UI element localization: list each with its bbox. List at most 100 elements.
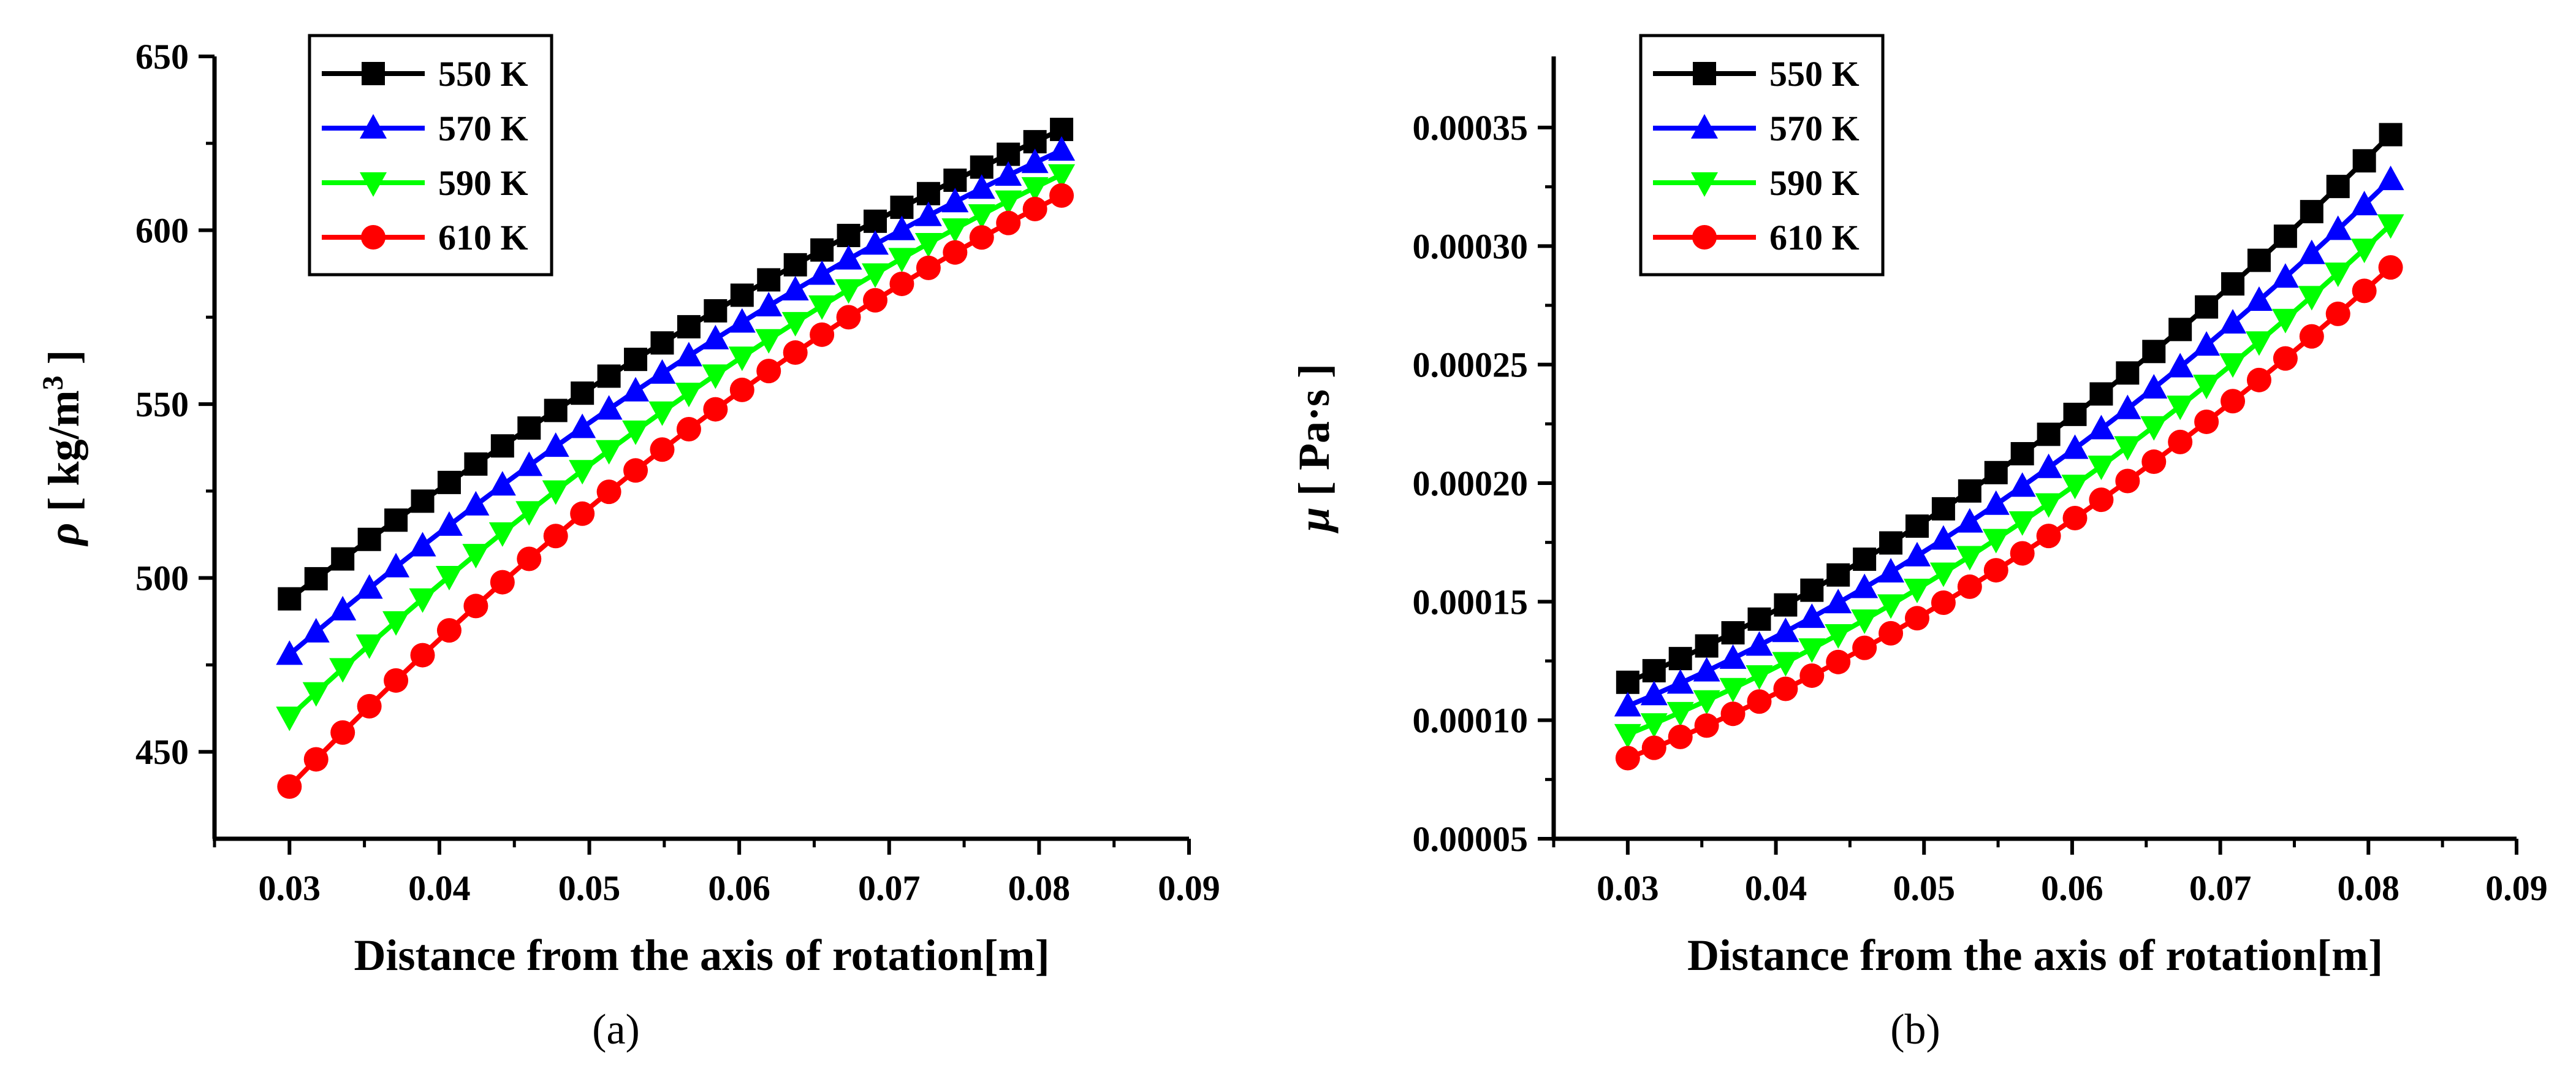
data-point (837, 224, 861, 248)
data-point (302, 617, 330, 643)
data-point (2245, 331, 2273, 356)
data-point (1693, 657, 1720, 682)
chart-panel-a: 0.03 0.04 0.05 0.06 0.07 0.08 0.09 450 500 550 600… (37, 34, 1220, 1053)
data-point (436, 618, 462, 643)
data-point (355, 574, 383, 599)
data-point (1825, 589, 1852, 614)
x-tick-label: 0.04 (408, 868, 471, 908)
data-point (410, 643, 435, 668)
data-point (2221, 272, 2245, 296)
data-point (2168, 429, 2193, 454)
data-point (2298, 286, 2325, 311)
data-point (1877, 558, 1905, 583)
data-point (2219, 353, 2247, 378)
data-point (730, 283, 754, 307)
data-point (1904, 606, 1929, 631)
data-point (331, 547, 355, 571)
data-point (2195, 295, 2219, 319)
data-point (1721, 621, 1745, 645)
data-point (914, 201, 942, 226)
data-point (1746, 665, 1773, 690)
data-point (2247, 248, 2271, 272)
data-point (2167, 353, 2194, 378)
data-point (569, 413, 596, 438)
data-point (1983, 558, 2008, 583)
y-tick-label: 0.00020 (1413, 464, 1529, 503)
x-tick-label: 0.06 (708, 868, 770, 908)
x-tick-label: 0.06 (2041, 868, 2103, 908)
legend-label: 590 K (438, 163, 528, 203)
data-point (968, 174, 995, 199)
data-point (1929, 525, 1957, 550)
data-point (517, 546, 542, 571)
data-point (1851, 609, 1879, 635)
data-point (1640, 713, 1668, 738)
data-point (781, 275, 809, 300)
data-point (1826, 649, 1851, 674)
data-point (1772, 652, 1799, 677)
y-axis-space (1290, 378, 1339, 389)
data-point (996, 210, 1021, 235)
data-point (1903, 578, 1931, 603)
data-point (437, 470, 461, 494)
series-570-k (1614, 166, 2404, 717)
legend-marker (1692, 225, 1717, 250)
panel-caption: (a) (592, 1006, 640, 1053)
y-tick-label: 500 (135, 559, 189, 598)
data-point (382, 552, 410, 578)
data-point (2245, 286, 2273, 311)
data-point (729, 377, 754, 402)
data-point (2008, 511, 2036, 536)
data-point (648, 359, 676, 384)
legend-label: 590 K (1769, 163, 1860, 203)
x-tick-label: 0.03 (259, 868, 321, 908)
series-line (287, 193, 1063, 788)
data-point (2221, 389, 2246, 414)
data-point (835, 245, 862, 270)
data-point (650, 331, 674, 355)
data-point (2193, 331, 2221, 356)
data-point (384, 668, 409, 693)
data-point (569, 460, 596, 485)
y-tick-label: 450 (135, 732, 189, 772)
data-point (595, 395, 623, 420)
data-point (2168, 318, 2192, 342)
data-point (2352, 149, 2376, 173)
data-point (650, 437, 675, 462)
data-point (783, 340, 808, 365)
data-point (2061, 475, 2089, 500)
data-point (757, 268, 781, 292)
data-point (2350, 191, 2378, 216)
y-tick-label: 0.00025 (1413, 345, 1529, 385)
data-point (1798, 638, 1826, 663)
data-point (384, 508, 408, 532)
data-point (2008, 472, 2036, 497)
data-point (517, 416, 541, 440)
y-tick-label: 0.00015 (1413, 582, 1529, 622)
legend-marker (1691, 114, 1718, 139)
data-point (1694, 713, 1719, 738)
data-point (675, 383, 702, 408)
data-point (2324, 215, 2352, 240)
data-point (1826, 563, 1850, 587)
data-point (302, 682, 330, 707)
y-axis-label: ρ [ kg/m3 ] (37, 349, 89, 546)
y-tick-label: 650 (135, 37, 189, 77)
data-point (810, 322, 835, 347)
data-point (1825, 624, 1852, 649)
data-point (2036, 524, 2061, 549)
data-point (916, 181, 940, 205)
legend-label: 570 K (1769, 109, 1860, 148)
data-point (836, 305, 861, 330)
x-tick-label: 0.04 (1745, 868, 1807, 908)
data-point (676, 417, 701, 442)
x-tick-label: 0.07 (858, 868, 921, 908)
data-point (2010, 442, 2034, 466)
data-point (2141, 449, 2167, 475)
data-point (570, 501, 595, 526)
data-point (1773, 676, 1798, 701)
series-590-k (276, 164, 1076, 731)
data-point (515, 451, 543, 476)
data-point (890, 196, 914, 219)
data-point (1877, 594, 1905, 619)
